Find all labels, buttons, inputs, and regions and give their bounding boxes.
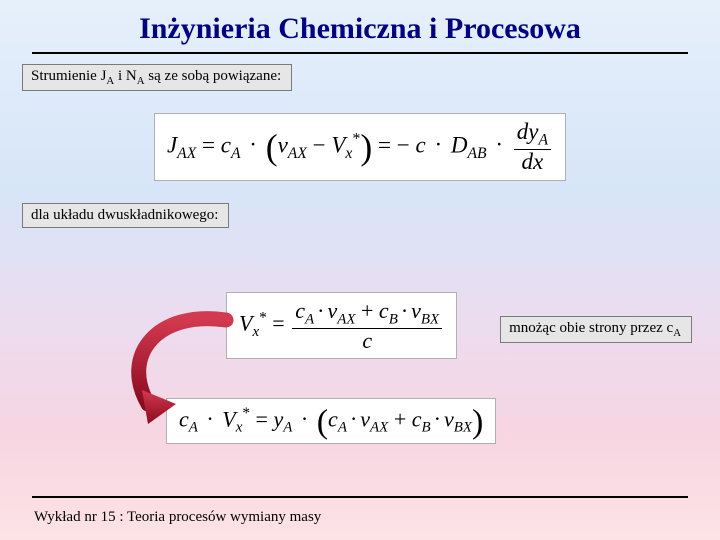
eq1-dy: dy [517, 119, 539, 144]
eq3-plus: + [388, 406, 411, 431]
rule-bottom [32, 496, 688, 498]
eq2-plus: + [356, 298, 379, 323]
eq3-d1: · [298, 406, 311, 431]
eq2-frac: cA·νAX + cB·νBX c [292, 299, 442, 352]
eq3-Vsup: * [242, 405, 250, 422]
equation-2: Vx* = cA·νAX + cB·νBX c [226, 292, 457, 359]
eq2-cBs: B [389, 311, 398, 327]
tb1-mid: i N [114, 68, 137, 84]
eq3-vAs: AX [370, 420, 388, 436]
eq3-vBs: BX [454, 420, 472, 436]
text-box-streams: Strumienie JA i NA są ze sobą powiązane: [22, 64, 292, 91]
eq3-yAs: A [283, 420, 292, 436]
eq1-eq1: = [202, 132, 221, 157]
eq2-d2: · [398, 298, 411, 323]
eq3-d0: · [203, 406, 216, 431]
rule-top [32, 52, 688, 54]
page-title: Inżynieria Chemiczna i Procesowa [28, 12, 692, 46]
eq1-Ds: AB [468, 145, 487, 162]
eq1-v: ν [278, 132, 288, 157]
eq3-V: V [222, 406, 235, 431]
eq3-vB: ν [444, 406, 454, 431]
eq2-cAs: A [305, 311, 314, 327]
eq1-dot1: · [246, 132, 260, 157]
eq3-d3: · [431, 406, 444, 431]
eq2-Vs: x [252, 324, 259, 340]
eq1-c: c [415, 132, 425, 157]
eq3-cB: c [412, 406, 422, 431]
eq1-cAs: A [231, 145, 241, 162]
eq1-frac: dyA dx [514, 120, 551, 174]
eq2-vAs: AX [337, 311, 355, 327]
eq2-V: V [239, 311, 252, 336]
eq1-dx: dx [514, 149, 551, 174]
equation-3: cA · Vx* = yA · (cA·νAX + cB·νBX) [166, 398, 496, 444]
eq2-eq: = [272, 311, 290, 336]
eq3-cA2: c [328, 406, 338, 431]
eq1-V: V [331, 132, 345, 157]
eq1-dot3: · [492, 132, 506, 157]
eq2-cB: c [379, 298, 389, 323]
tb1-pre: Strumienie J [31, 68, 106, 84]
eq3-lpar: ( [317, 403, 328, 440]
equation-1: JAX = cA · (νAX − Vx*) = − c · DAB · dyA… [154, 113, 566, 181]
eq2-vBs: BX [421, 311, 439, 327]
eq1-vs: AX [288, 145, 307, 162]
eq3-cA: c [179, 406, 189, 431]
eq2-Vsup: * [259, 309, 267, 326]
eq3-Vs: x [236, 420, 243, 436]
eq1-lpar: ( [266, 127, 278, 167]
eq3-vA: ν [360, 406, 370, 431]
eq3-rpar: ) [472, 403, 483, 440]
eq3-yA: y [273, 406, 283, 431]
equation-2-wrap: Vx* = cA·νAX + cB·νBX c [226, 292, 457, 359]
eq1-rpar: ) [360, 127, 372, 167]
eq2-d1: · [314, 298, 327, 323]
footer-text: Wykład nr 15 : Teoria procesów wymiany m… [34, 509, 321, 526]
text-box-binary: dla układu dwuskładnikowego: [22, 203, 229, 228]
eq1-D: D [451, 132, 468, 157]
eq2-vA: ν [327, 298, 337, 323]
eq1-cA: c [221, 132, 231, 157]
eq2-den: c [292, 328, 442, 352]
tb1-subA2: A [137, 75, 145, 87]
equation-3-wrap: cA · Vx* = yA · (cA·νAX + cB·νBX) [166, 398, 496, 444]
eq3-cBs: B [422, 420, 431, 436]
tb3-pre: mnożąc obie strony przez c [509, 320, 673, 336]
equation-1-wrap: JAX = cA · (νAX − Vx*) = − c · DAB · dyA… [28, 113, 692, 181]
eq1-eq2: = − [378, 132, 410, 157]
eq2-vB: ν [411, 298, 421, 323]
eq2-cA: c [295, 298, 305, 323]
text-box-multiply: mnożąc obie strony przez cA [500, 316, 692, 343]
eq1-dys: A [538, 132, 548, 149]
eq3-cA2s: A [338, 420, 347, 436]
eq3-cAs: A [189, 420, 198, 436]
tb3-sub: A [673, 327, 681, 339]
eq1-dot2: · [431, 132, 445, 157]
tb1-post: są ze sobą powiązane: [145, 68, 282, 84]
eq3-d2: · [347, 406, 360, 431]
eq1-min: − [307, 132, 331, 157]
eq3-eq: = [256, 406, 274, 431]
eq1-J: J [167, 132, 177, 157]
eq1-Jsub: AX [177, 145, 196, 162]
